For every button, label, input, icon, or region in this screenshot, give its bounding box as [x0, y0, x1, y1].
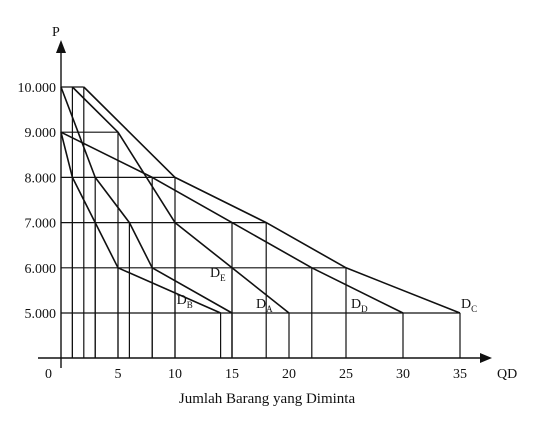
demand-curves [60, 86, 461, 314]
x-tick-30: 30 [396, 367, 410, 382]
x-tick-25: 25 [339, 367, 353, 382]
demand-curve-d [60, 131, 404, 314]
x-tick-10: 10 [168, 367, 182, 382]
curve-label-e: DE [210, 266, 226, 283]
x-tick-35: 35 [453, 367, 467, 382]
y-tick-6000: 6.000 [25, 262, 57, 277]
x-axis-caption: Jumlah Barang yang Diminta [179, 391, 356, 407]
y-tick-8000: 8.000 [25, 171, 57, 186]
curve-label-b: DB [177, 293, 193, 310]
curve-label-d: DD [351, 297, 368, 314]
demand-curve-c [83, 86, 461, 314]
curve-labels: DB DE DA DD DC [177, 266, 478, 314]
origin-label: 0 [45, 367, 52, 382]
y-tick-7000: 7.000 [25, 217, 57, 232]
curve-label-c: DC [461, 297, 477, 314]
demand-curve-b [60, 132, 221, 314]
x-tick-20: 20 [282, 367, 296, 382]
guide-lines [61, 86, 461, 358]
x-tick-labels: 5 10 15 20 25 30 35 [115, 367, 468, 382]
x-tick-5: 5 [115, 367, 122, 382]
axes [38, 40, 492, 368]
y-tick-5000: 5.000 [25, 307, 57, 322]
y-tick-9000: 9.000 [25, 126, 57, 141]
demand-curve-e [60, 86, 233, 314]
curve-label-a: DA [256, 297, 273, 314]
y-axis-arrow [56, 40, 66, 53]
x-tick-15: 15 [225, 367, 239, 382]
x-axis-label: QD [497, 367, 517, 382]
y-tick-10000: 10.000 [18, 81, 57, 96]
y-tick-labels: 5.000 6.000 7.000 8.000 9.000 10.000 [18, 81, 57, 322]
y-axis-label: P [52, 25, 60, 40]
x-axis-arrow [480, 353, 492, 363]
demand-curve-a [71, 86, 290, 314]
